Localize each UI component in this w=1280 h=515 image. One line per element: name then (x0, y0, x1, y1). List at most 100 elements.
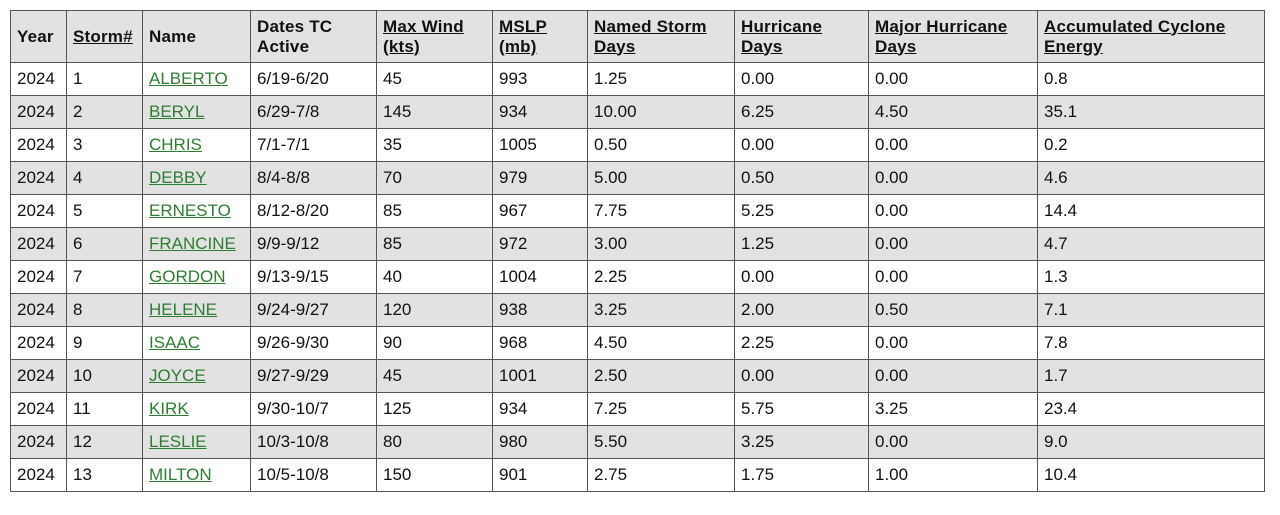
cell-hurricane-days: 0.00 (734, 359, 869, 393)
col-header-hurricane-days[interactable]: Hurricane Days (734, 10, 869, 63)
cell-major-hurricane-days: 0.00 (868, 326, 1038, 360)
cell-named-storm-days: 5.50 (587, 425, 735, 459)
storm-name-link[interactable]: HELENE (149, 300, 218, 319)
table-body: 2024 1 ALBERTO 6/19-6/20 45 993 1.25 0.0… (10, 62, 1265, 492)
cell-major-hurricane-days: 0.00 (868, 227, 1038, 261)
cell-named-storm-days: 10.00 (587, 95, 735, 129)
cell-major-hurricane-days: 0.00 (868, 194, 1038, 228)
table-row: 2024 10 JOYCE 9/27-9/29 45 1001 2.50 0.0… (10, 359, 1265, 393)
cell-hurricane-days: 0.00 (734, 260, 869, 294)
storm-name-link[interactable]: KIRK (149, 399, 189, 418)
cell-ace: 0.8 (1037, 62, 1265, 96)
cell-ace: 1.3 (1037, 260, 1265, 294)
col-header-max-wind[interactable]: Max Wind (kts) (376, 10, 493, 63)
cell-hurricane-days: 6.25 (734, 95, 869, 129)
cell-dates: 8/12-8/20 (250, 194, 377, 228)
cell-max-wind: 45 (376, 359, 493, 393)
table-row: 2024 12 LESLIE 10/3-10/8 80 980 5.50 3.2… (10, 425, 1265, 459)
col-header-mslp[interactable]: MSLP (mb) (492, 10, 588, 63)
table-row: 2024 13 MILTON 10/5-10/8 150 901 2.75 1.… (10, 458, 1265, 492)
col-header-ace[interactable]: Accumulated Cyclone Energy (1037, 10, 1265, 63)
storm-name-link[interactable]: GORDON (149, 267, 226, 286)
storm-name-link[interactable]: LESLIE (149, 432, 207, 451)
cell-dates: 10/3-10/8 (250, 425, 377, 459)
cell-named-storm-days: 0.50 (587, 128, 735, 162)
cell-major-hurricane-days: 3.25 (868, 392, 1038, 426)
cell-name: GORDON (142, 260, 251, 294)
cell-dates: 6/29-7/8 (250, 95, 377, 129)
cell-mslp: 968 (492, 326, 588, 360)
cell-year: 2024 (10, 260, 67, 294)
cell-storm-num: 9 (66, 326, 143, 360)
table-row: 2024 11 KIRK 9/30-10/7 125 934 7.25 5.75… (10, 392, 1265, 426)
cell-ace: 9.0 (1037, 425, 1265, 459)
storm-name-link[interactable]: ERNESTO (149, 201, 231, 220)
storm-table: Year Storm# Name Dates TC Active Max Win… (10, 10, 1265, 492)
cell-mslp: 979 (492, 161, 588, 195)
cell-ace: 0.2 (1037, 128, 1265, 162)
table-row: 2024 6 FRANCINE 9/9-9/12 85 972 3.00 1.2… (10, 227, 1265, 261)
cell-hurricane-days: 2.25 (734, 326, 869, 360)
cell-name: FRANCINE (142, 227, 251, 261)
cell-mslp: 1005 (492, 128, 588, 162)
col-header-named-storm-days[interactable]: Named Storm Days (587, 10, 735, 63)
cell-max-wind: 90 (376, 326, 493, 360)
cell-named-storm-days: 3.00 (587, 227, 735, 261)
cell-year: 2024 (10, 95, 67, 129)
storm-name-link[interactable]: JOYCE (149, 366, 206, 385)
storm-name-link[interactable]: CHRIS (149, 135, 202, 154)
cell-max-wind: 85 (376, 227, 493, 261)
cell-mslp: 901 (492, 458, 588, 492)
cell-hurricane-days: 5.75 (734, 392, 869, 426)
cell-named-storm-days: 5.00 (587, 161, 735, 195)
cell-dates: 8/4-8/8 (250, 161, 377, 195)
cell-year: 2024 (10, 458, 67, 492)
cell-ace: 7.1 (1037, 293, 1265, 327)
cell-mslp: 967 (492, 194, 588, 228)
cell-major-hurricane-days: 0.00 (868, 161, 1038, 195)
cell-storm-num: 13 (66, 458, 143, 492)
cell-major-hurricane-days: 0.00 (868, 62, 1038, 96)
cell-name: ISAAC (142, 326, 251, 360)
cell-named-storm-days: 7.25 (587, 392, 735, 426)
cell-max-wind: 125 (376, 392, 493, 426)
cell-dates: 9/26-9/30 (250, 326, 377, 360)
storm-name-link[interactable]: MILTON (149, 465, 212, 484)
cell-named-storm-days: 2.25 (587, 260, 735, 294)
cell-major-hurricane-days: 0.50 (868, 293, 1038, 327)
cell-named-storm-days: 3.25 (587, 293, 735, 327)
cell-max-wind: 120 (376, 293, 493, 327)
col-header-dates: Dates TC Active (250, 10, 377, 63)
cell-dates: 10/5-10/8 (250, 458, 377, 492)
col-header-storm-num[interactable]: Storm# (66, 10, 143, 63)
col-header-year: Year (10, 10, 67, 63)
table-row: 2024 2 BERYL 6/29-7/8 145 934 10.00 6.25… (10, 95, 1265, 129)
cell-max-wind: 145 (376, 95, 493, 129)
cell-dates: 6/19-6/20 (250, 62, 377, 96)
cell-name: DEBBY (142, 161, 251, 195)
cell-max-wind: 85 (376, 194, 493, 228)
table-row: 2024 7 GORDON 9/13-9/15 40 1004 2.25 0.0… (10, 260, 1265, 294)
cell-named-storm-days: 1.25 (587, 62, 735, 96)
storm-name-link[interactable]: DEBBY (149, 168, 207, 187)
col-header-major-hurricane-days[interactable]: Major Hurricane Days (868, 10, 1038, 63)
cell-max-wind: 80 (376, 425, 493, 459)
cell-named-storm-days: 2.50 (587, 359, 735, 393)
cell-name: ERNESTO (142, 194, 251, 228)
cell-max-wind: 70 (376, 161, 493, 195)
cell-mslp: 934 (492, 95, 588, 129)
cell-year: 2024 (10, 359, 67, 393)
storm-name-link[interactable]: ALBERTO (149, 69, 228, 88)
cell-ace: 7.8 (1037, 326, 1265, 360)
cell-hurricane-days: 5.25 (734, 194, 869, 228)
cell-year: 2024 (10, 293, 67, 327)
storm-name-link[interactable]: BERYL (149, 102, 205, 121)
cell-hurricane-days: 3.25 (734, 425, 869, 459)
storm-name-link[interactable]: ISAAC (149, 333, 201, 352)
cell-hurricane-days: 1.75 (734, 458, 869, 492)
cell-max-wind: 40 (376, 260, 493, 294)
cell-dates: 9/9-9/12 (250, 227, 377, 261)
table-row: 2024 9 ISAAC 9/26-9/30 90 968 4.50 2.25 … (10, 326, 1265, 360)
storm-name-link[interactable]: FRANCINE (149, 234, 236, 253)
cell-hurricane-days: 0.00 (734, 128, 869, 162)
